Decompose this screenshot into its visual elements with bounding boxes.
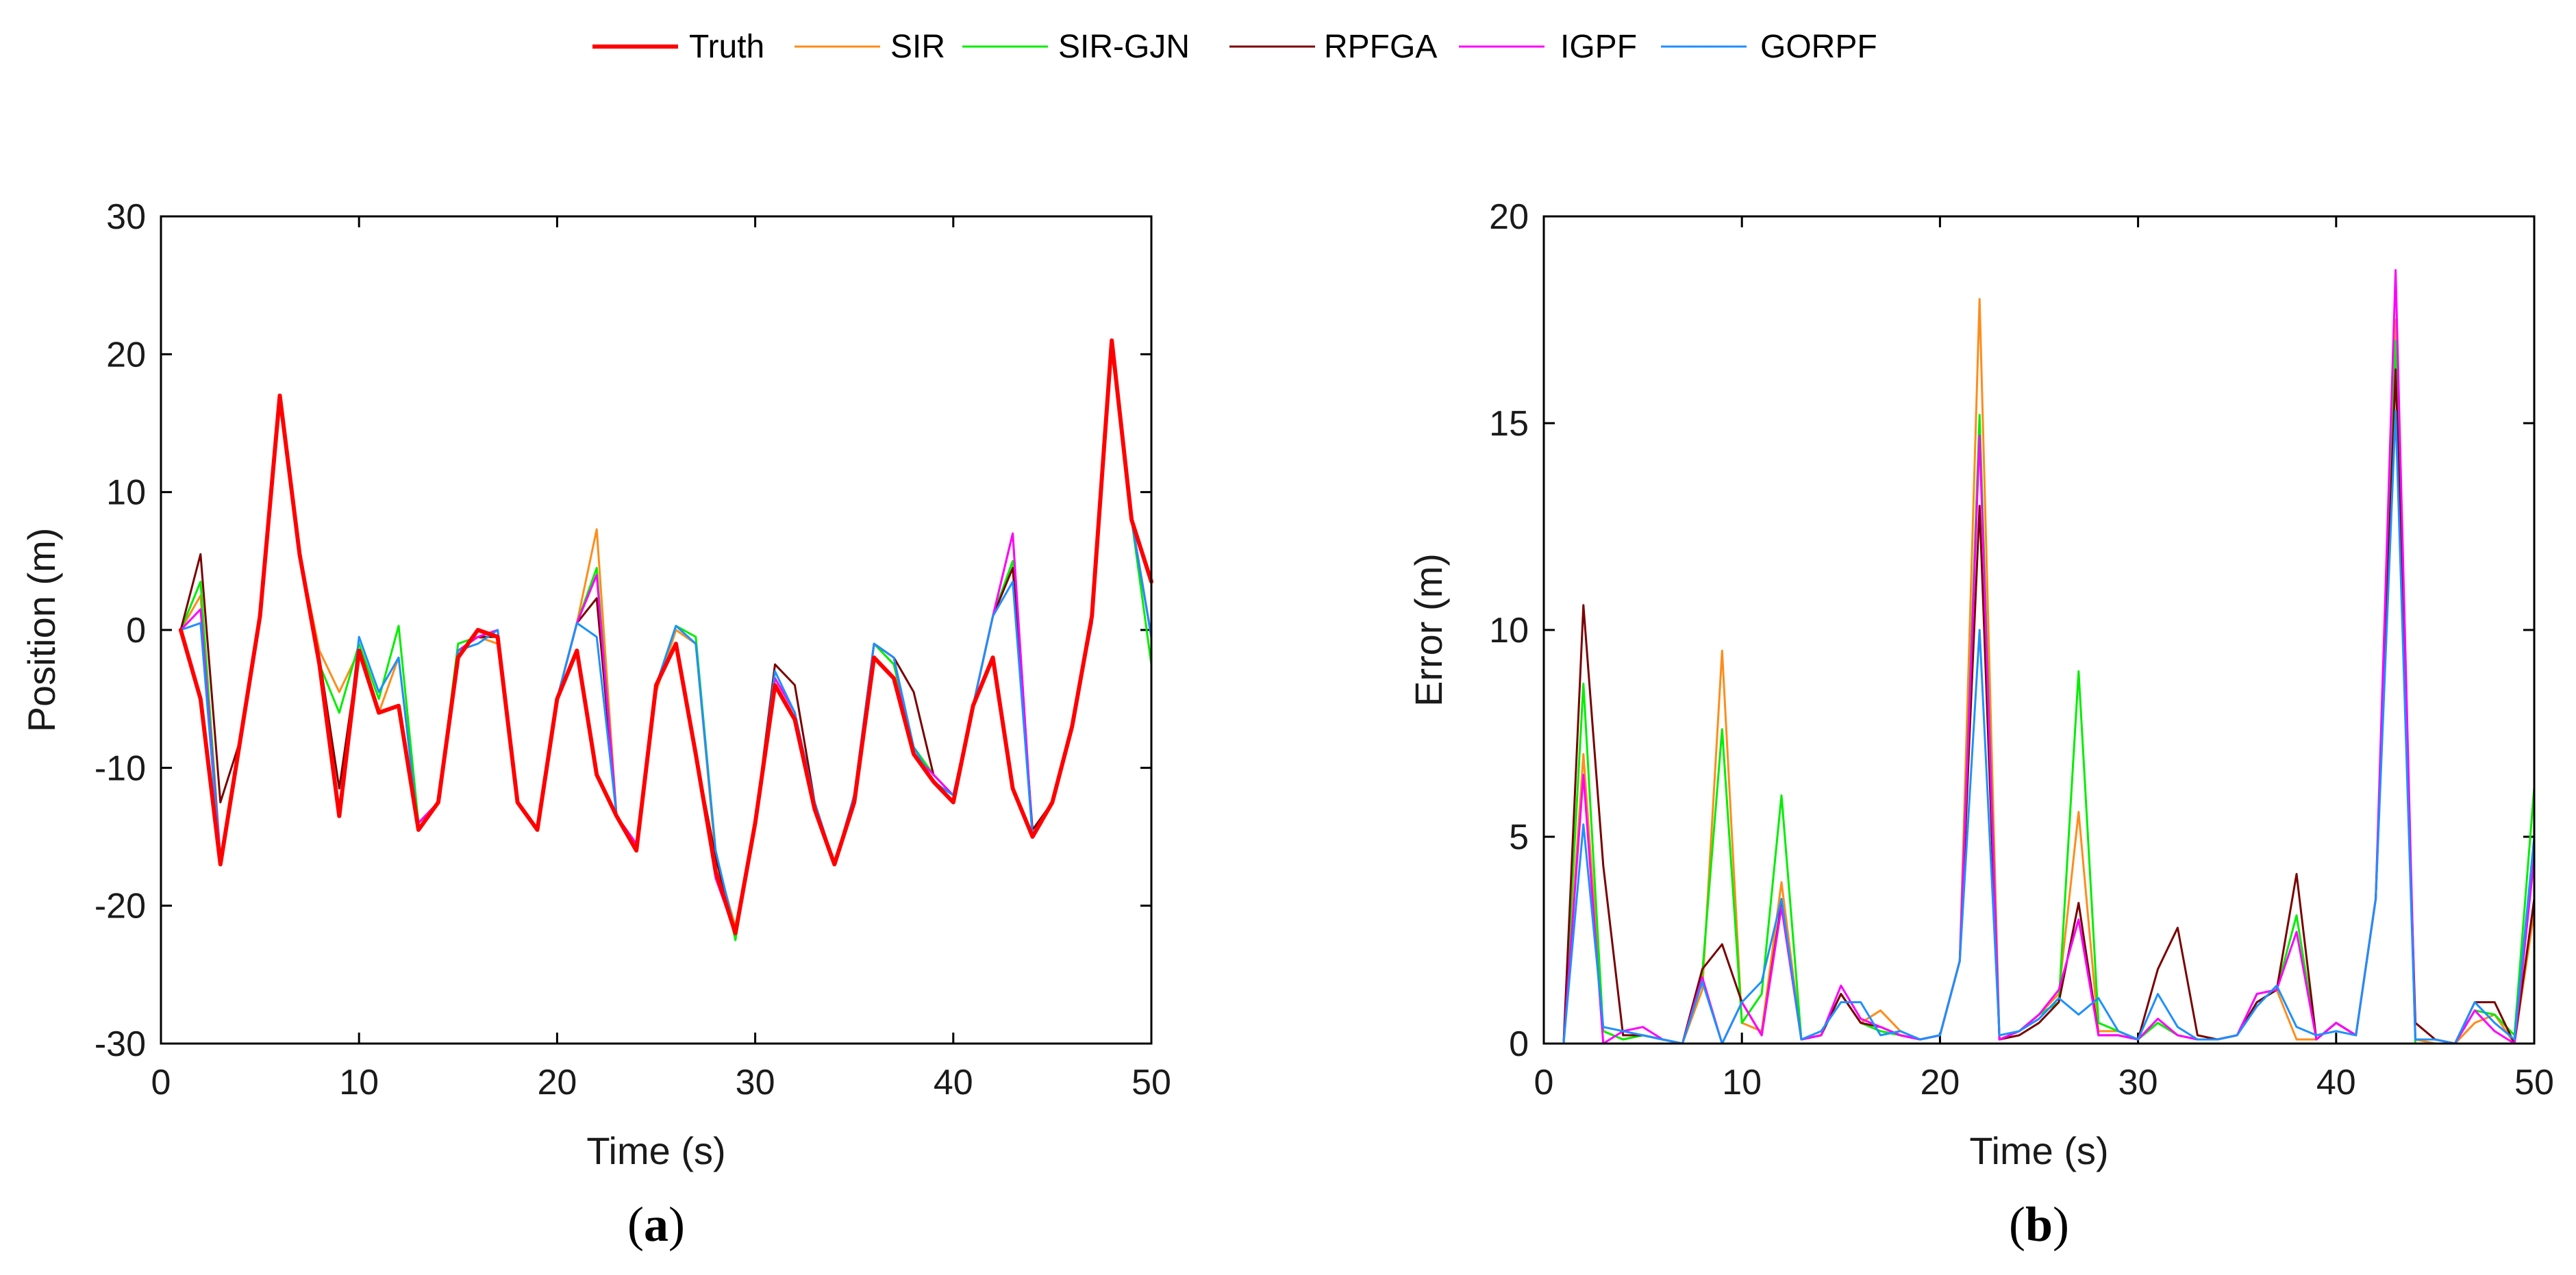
chart-b-axes-frame [1542, 215, 2536, 1045]
legend-label-rpfga: RPFGA [1324, 29, 1437, 65]
caption-a-letter: a [644, 1197, 668, 1252]
chart-a-x-tick-label: 0 [151, 1063, 171, 1102]
chart-b-series-gorpf [1562, 409, 2536, 1045]
chart-a-y-tick-label: -20 [95, 887, 146, 926]
chart-a-y-tick-label: 10 [106, 473, 146, 513]
chart-a-y-tick-label: 30 [106, 197, 146, 237]
chart-a-series-sir [179, 339, 1153, 928]
chart-b: 0 10 20 30 40 50 0 5 10 15 20 Time (s) Error (m) [1407, 197, 2554, 1172]
chart-b-series-sir [1562, 298, 2536, 1045]
caption-b-open: ( [2009, 1197, 2025, 1252]
chart-a-ticks: 0 10 20 30 40 50 -30 -20 -10 0 10 20 30 [95, 197, 1171, 1102]
caption-a: (a) [627, 1197, 685, 1252]
chart-b-x-tick-label: 0 [1534, 1063, 1554, 1102]
legend-label-sir-gjn: SIR-GJN [1058, 29, 1190, 65]
chart-a-series-igpf [179, 339, 1153, 935]
chart-a-y-tick-label: -10 [95, 748, 146, 788]
chart-a-x-axis-label: Time (s) [586, 1129, 725, 1172]
legend-label-igpf: IGPF [1560, 29, 1637, 65]
chart-a-x-tick-label: 30 [736, 1063, 775, 1102]
legend-item-gorpf: GORPF [1661, 29, 1877, 65]
chart-b-x-tick-label: 50 [2514, 1063, 2554, 1102]
chart-b-x-axis-label: Time (s) [1969, 1129, 2108, 1172]
caption-b-letter: b [2025, 1197, 2053, 1252]
chart-a-series-gorpf [179, 346, 1153, 935]
chart-a-y-tick-label: 20 [106, 335, 146, 375]
chart-b-x-tick-label: 30 [2118, 1063, 2158, 1102]
chart-a-x-tick-label: 50 [1131, 1063, 1171, 1102]
legend: Truth SIR SIR-GJN RPFGA IGPF GORPF [592, 29, 1877, 65]
chart-a-y-axis-label: Position (m) [20, 528, 63, 733]
chart-a-series-sir-gjn [179, 339, 1153, 942]
chart-b-series [1562, 269, 2536, 1045]
chart-b-x-tick-label: 10 [1722, 1063, 1762, 1102]
chart-b-x-tick-label: 20 [1920, 1063, 1960, 1102]
chart-a-x-tick-label: 40 [934, 1063, 973, 1102]
chart-a-series-rpfga [179, 339, 1153, 935]
caption-b-close: ) [2053, 1197, 2069, 1252]
legend-item-sir-gjn: SIR-GJN [962, 29, 1190, 65]
chart-a-x-tick-label: 10 [339, 1063, 379, 1102]
chart-a-x-tick-label: 20 [537, 1063, 577, 1102]
legend-label-truth: Truth [689, 29, 764, 65]
chart-a: 0 10 20 30 40 50 -30 -20 -10 0 10 20 30 Time (s) Pos… [20, 197, 1171, 1172]
caption-a-close: ) [668, 1197, 685, 1252]
chart-b-series-igpf [1562, 269, 2536, 1045]
legend-item-rpfga: RPFGA [1229, 29, 1437, 65]
caption-b: (b) [2009, 1197, 2069, 1252]
chart-a-series-truth [178, 338, 1153, 935]
legend-label-gorpf: GORPF [1760, 29, 1877, 65]
chart-b-ticks: 0 10 20 30 40 50 0 5 10 15 20 [1489, 197, 2554, 1102]
legend-item-sir: SIR [795, 29, 945, 65]
chart-b-y-tick-label: 20 [1489, 197, 1529, 237]
caption-a-open: ( [627, 1197, 644, 1252]
legend-item-igpf: IGPF [1459, 29, 1637, 65]
chart-b-y-tick-label: 15 [1489, 404, 1529, 444]
chart-a-axes-frame [160, 215, 1153, 1045]
chart-b-series-sir-gjn [1562, 339, 2536, 1045]
chart-a-series [178, 338, 1153, 942]
chart-b-x-tick-label: 40 [2316, 1063, 2356, 1102]
chart-b-y-axis-label: Error (m) [1407, 553, 1450, 707]
chart-b-y-tick-label: 5 [1509, 818, 1529, 857]
legend-label-sir: SIR [890, 29, 945, 65]
chart-a-y-tick-label: 0 [126, 611, 146, 651]
chart-a-y-tick-label: -30 [95, 1024, 146, 1064]
chart-b-y-tick-label: 0 [1509, 1024, 1529, 1064]
legend-item-truth: Truth [592, 29, 764, 65]
chart-b-y-tick-label: 10 [1489, 611, 1529, 651]
